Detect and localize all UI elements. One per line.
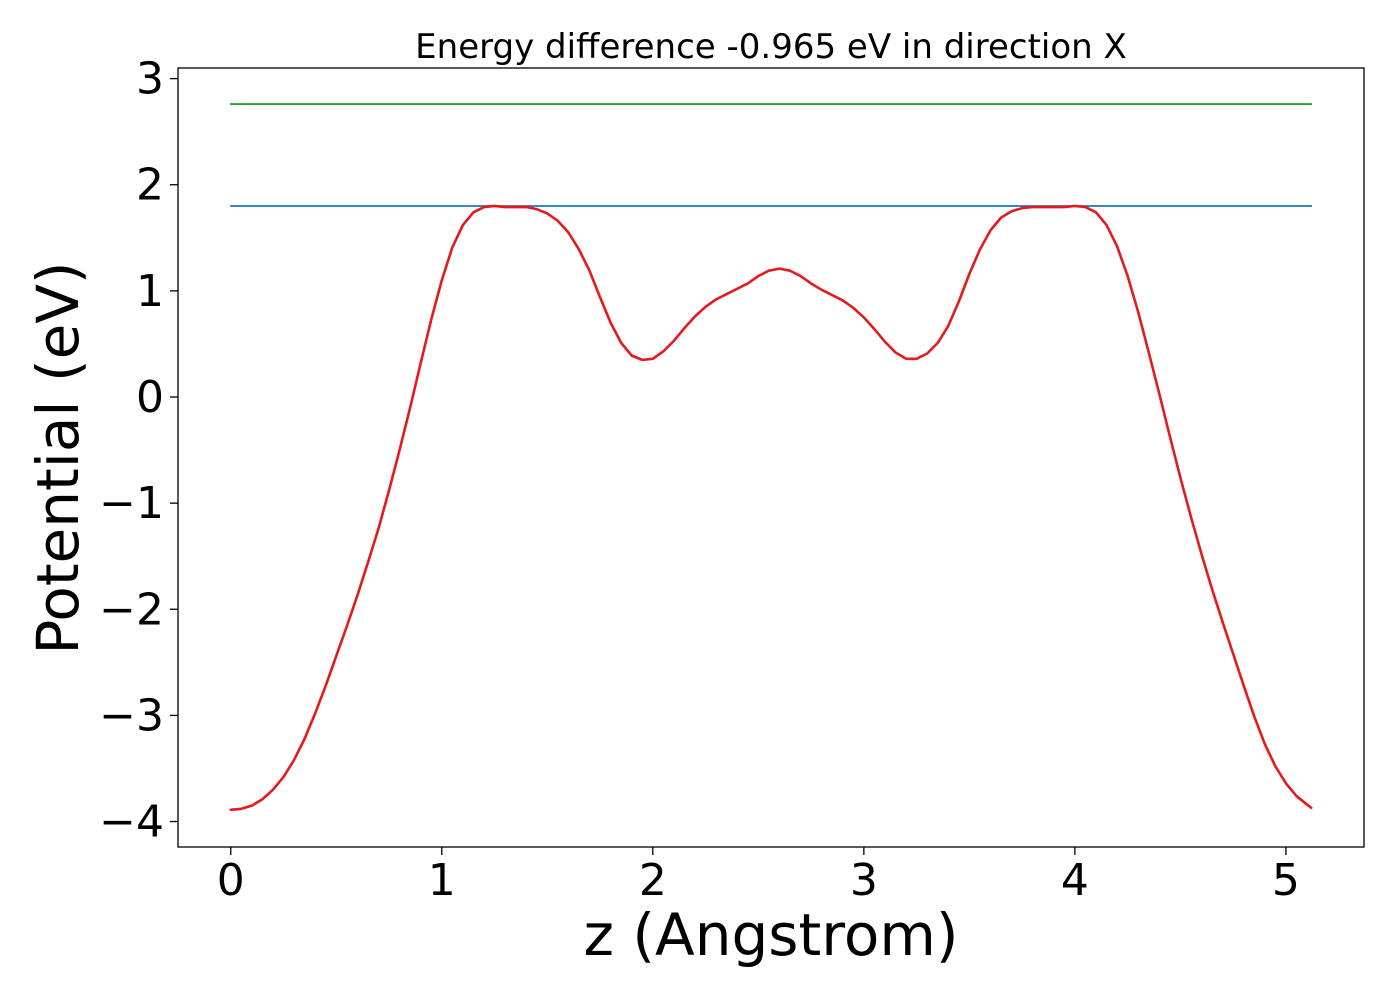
plot-frame — [177, 67, 1365, 848]
x-tick-label: 2 — [639, 855, 667, 906]
x-tick-label: 1 — [428, 855, 456, 906]
x-axis-label: z (Angstrom) — [584, 901, 959, 969]
x-tick-label: 0 — [217, 855, 245, 906]
y-tick-label: 3 — [136, 54, 164, 105]
y-tick-label: −4 — [99, 797, 164, 848]
y-axis-label: Potential (eV) — [24, 261, 92, 654]
y-axis-ticks: 3 2 1 0 −1 −2 −3 −4 — [99, 54, 178, 848]
y-tick-label: 2 — [136, 160, 164, 211]
y-tick-label: −2 — [99, 584, 164, 635]
series-line-3 — [229, 204, 1313, 812]
y-tick-label: 0 — [136, 372, 164, 423]
y-tick-label: −1 — [99, 478, 164, 529]
x-tick-label: 3 — [850, 855, 878, 906]
chart-title: Energy difference -0.965 eV in direction… — [415, 27, 1127, 67]
x-tick-label: 5 — [1272, 855, 1300, 906]
x-axis-ticks: 0 1 2 3 4 5 — [217, 847, 1300, 906]
x-tick-label: 4 — [1061, 855, 1089, 906]
y-tick-label: 1 — [136, 266, 164, 317]
y-tick-label: −3 — [99, 690, 164, 741]
series-layer — [229, 103, 1313, 812]
